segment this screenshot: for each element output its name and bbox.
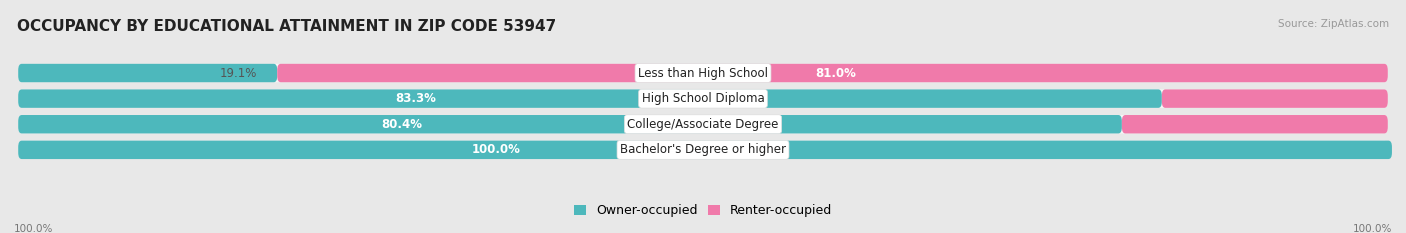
Text: 19.1%: 19.1%: [219, 67, 256, 79]
FancyBboxPatch shape: [18, 115, 1388, 134]
Text: 100.0%: 100.0%: [1353, 224, 1392, 233]
Legend: Owner-occupied, Renter-occupied: Owner-occupied, Renter-occupied: [568, 199, 838, 222]
FancyBboxPatch shape: [1161, 89, 1388, 108]
Text: High School Diploma: High School Diploma: [641, 92, 765, 105]
Text: 100.0%: 100.0%: [472, 143, 520, 156]
Text: OCCUPANCY BY EDUCATIONAL ATTAINMENT IN ZIP CODE 53947: OCCUPANCY BY EDUCATIONAL ATTAINMENT IN Z…: [17, 19, 557, 34]
FancyBboxPatch shape: [18, 89, 1161, 108]
Text: 81.0%: 81.0%: [815, 67, 856, 79]
FancyBboxPatch shape: [1122, 115, 1388, 134]
FancyBboxPatch shape: [277, 64, 1388, 82]
FancyBboxPatch shape: [18, 141, 1392, 159]
Text: Source: ZipAtlas.com: Source: ZipAtlas.com: [1278, 19, 1389, 29]
FancyBboxPatch shape: [18, 64, 277, 82]
Text: College/Associate Degree: College/Associate Degree: [627, 118, 779, 131]
FancyBboxPatch shape: [18, 89, 1388, 108]
Text: Less than High School: Less than High School: [638, 67, 768, 79]
FancyBboxPatch shape: [18, 141, 1388, 159]
FancyBboxPatch shape: [18, 64, 1388, 82]
Text: 80.4%: 80.4%: [381, 118, 422, 131]
Text: 83.3%: 83.3%: [395, 92, 436, 105]
FancyBboxPatch shape: [18, 115, 1122, 134]
Text: Bachelor's Degree or higher: Bachelor's Degree or higher: [620, 143, 786, 156]
Text: 100.0%: 100.0%: [14, 224, 53, 233]
